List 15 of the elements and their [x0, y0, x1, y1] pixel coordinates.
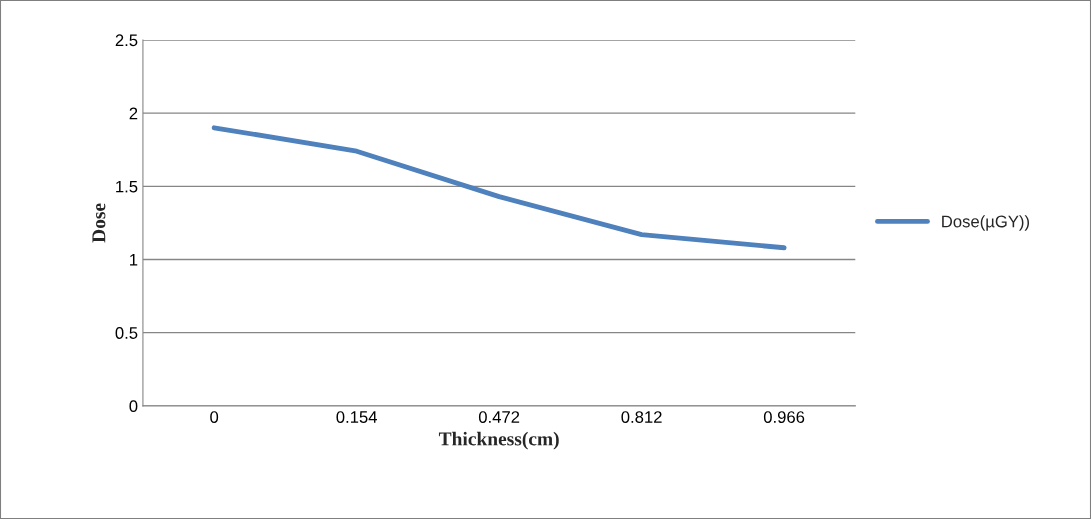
y-tick-label: 0 [129, 400, 138, 413]
y-tick-label: 0.5 [115, 327, 138, 339]
x-axis-title: Thickness(cm) [438, 431, 559, 450]
x-tick-label: 0.154 [336, 411, 378, 423]
x-tick-label: 0 [210, 411, 219, 423]
legend-label: Dose(µGY)) [942, 215, 1030, 231]
x-tick-label: 0.472 [478, 411, 520, 423]
x-tick-label: 0.966 [763, 411, 805, 423]
y-tick-label: 2.5 [115, 34, 138, 47]
x-tick-label: 0.812 [621, 411, 662, 423]
y-tick-label: 1 [130, 254, 138, 266]
line-series [211, 125, 787, 251]
y-tick-label: 1.5 [116, 180, 138, 193]
y-axis-title: Dose [92, 203, 106, 243]
y-tick-label: 2 [129, 107, 138, 120]
